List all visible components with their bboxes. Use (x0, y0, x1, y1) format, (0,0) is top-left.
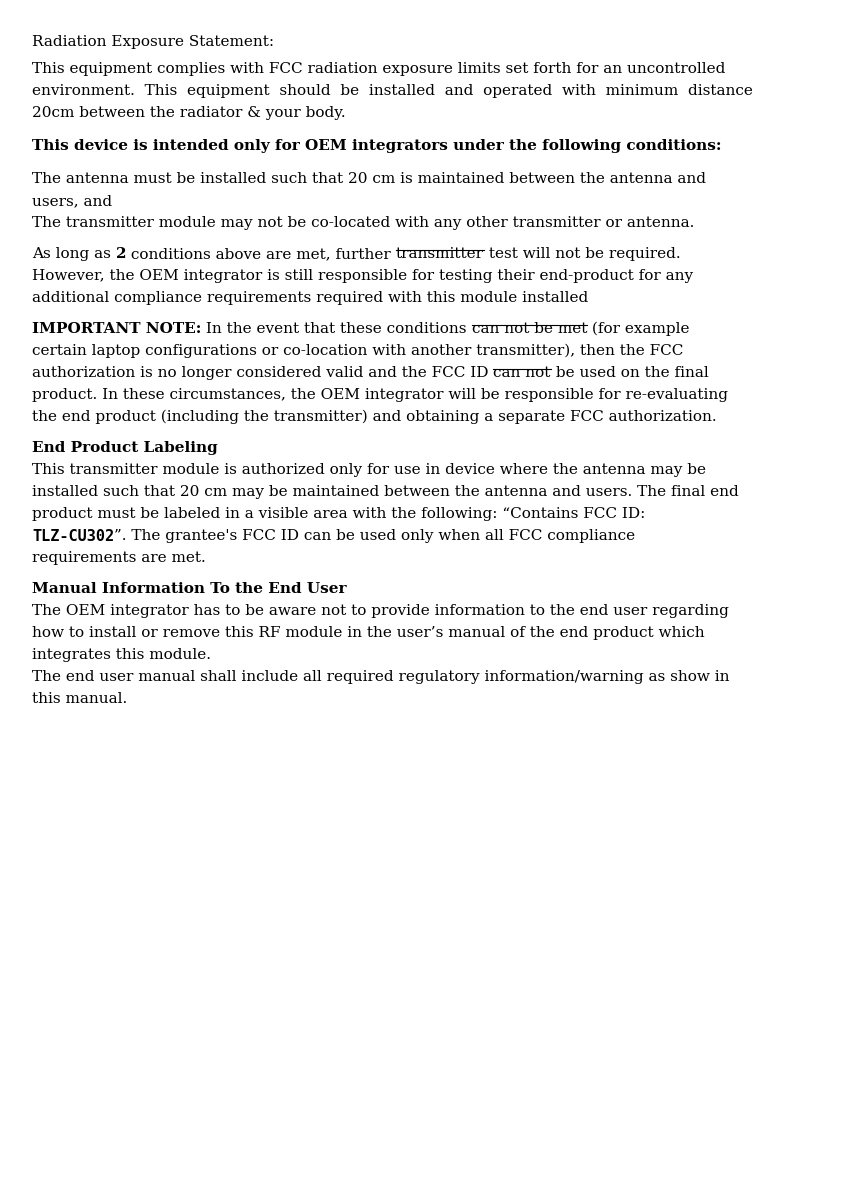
Text: The transmitter module may not be co-located with any other transmitter or anten: The transmitter module may not be co-loc… (32, 216, 694, 230)
Text: the end product (including the transmitter) and obtaining a separate FCC authori: the end product (including the transmitt… (32, 409, 717, 425)
Text: users, and: users, and (32, 194, 112, 208)
Text: The antenna must be installed such that 20 cm is maintained between the antenna : The antenna must be installed such that … (32, 172, 706, 186)
Text: This device is intended only for OEM integrators under the following conditions:: This device is intended only for OEM int… (32, 139, 722, 153)
Text: This equipment complies with FCC radiation exposure limits set forth for an unco: This equipment complies with FCC radiati… (32, 63, 725, 77)
Text: how to install or remove this RF module in the user’s manual of the end product : how to install or remove this RF module … (32, 627, 705, 640)
Text: installed such that 20 cm may be maintained between the antenna and users. The f: installed such that 20 cm may be maintai… (32, 485, 739, 499)
Text: ”. The grantee's FCC ID can be used only when all FCC compliance: ”. The grantee's FCC ID can be used only… (114, 529, 635, 543)
Text: certain laptop configurations or co-location with another transmitter), then the: certain laptop configurations or co-loca… (32, 345, 683, 359)
Text: conditions above are met, further: conditions above are met, further (127, 247, 396, 261)
Text: In the event that these conditions: In the event that these conditions (201, 322, 472, 336)
Text: can not be met: can not be met (472, 322, 587, 336)
Text: Radiation Exposure Statement:: Radiation Exposure Statement: (32, 35, 274, 50)
Text: integrates this module.: integrates this module. (32, 648, 211, 662)
Text: This transmitter module is authorized only for use in device where the antenna m: This transmitter module is authorized on… (32, 463, 706, 477)
Text: this manual.: this manual. (32, 691, 127, 706)
Text: additional compliance requirements required with this module installed: additional compliance requirements requi… (32, 291, 588, 304)
Text: (for example: (for example (587, 322, 689, 336)
Text: can not: can not (493, 366, 551, 380)
Text: 20cm between the radiator & your body.: 20cm between the radiator & your body. (32, 106, 346, 120)
Text: be used on the final: be used on the final (551, 366, 709, 380)
Text: 2: 2 (116, 247, 127, 261)
Text: IMPORTANT NOTE:: IMPORTANT NOTE: (32, 322, 201, 336)
Text: TLZ-CU302: TLZ-CU302 (32, 529, 114, 544)
Text: requirements are met.: requirements are met. (32, 551, 206, 565)
Text: As long as: As long as (32, 247, 116, 261)
Text: The OEM integrator has to be aware not to provide information to the end user re: The OEM integrator has to be aware not t… (32, 604, 728, 618)
Text: transmitter: transmitter (396, 247, 484, 261)
Text: Manual Information To the End User: Manual Information To the End User (32, 582, 347, 596)
Text: authorization is no longer considered valid and the FCC ID: authorization is no longer considered va… (32, 366, 493, 380)
Text: End Product Labeling: End Product Labeling (32, 441, 218, 455)
Text: test will not be required.: test will not be required. (484, 247, 681, 261)
Text: product must be labeled in a visible area with the following: “Contains FCC ID:: product must be labeled in a visible are… (32, 507, 645, 522)
Text: product. In these circumstances, the OEM integrator will be responsible for re-e: product. In these circumstances, the OEM… (32, 388, 728, 402)
Text: However, the OEM integrator is still responsible for testing their end-product f: However, the OEM integrator is still res… (32, 269, 693, 283)
Text: environment.  This  equipment  should  be  installed  and  operated  with  minim: environment. This equipment should be in… (32, 85, 753, 98)
Text: The end user manual shall include all required regulatory information/warning as: The end user manual shall include all re… (32, 670, 729, 684)
